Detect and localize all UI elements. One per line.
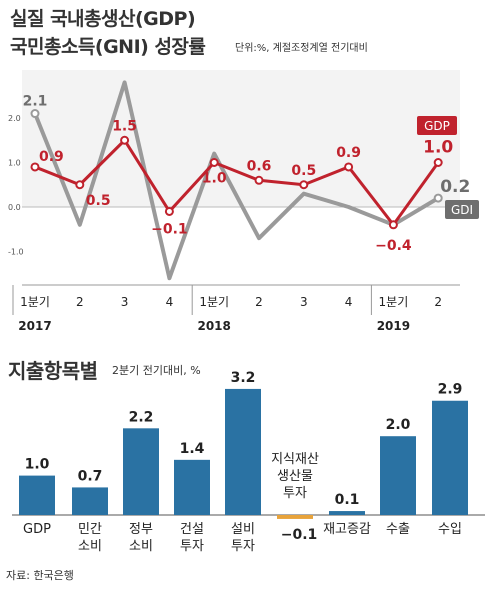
category-label: 민간 소비 [78, 522, 102, 554]
gdi-legend: GDI [445, 200, 479, 219]
bar [123, 428, 159, 515]
bar-value-label: 1.0 [25, 457, 50, 473]
year-label: 2019 [377, 319, 410, 333]
category-label: 재고증감 [323, 522, 371, 537]
source-note: 자료: 한국은행 [6, 569, 74, 582]
x-tick-label: 1분기 [199, 295, 229, 309]
chart-title-line2: 국민총소득(GNI) 성장률 [10, 36, 206, 58]
category-label: 지식재산 생산물 투자 [271, 452, 319, 501]
x-tick-label: 1분기 [20, 295, 50, 309]
bar [19, 475, 55, 515]
gdp-point [388, 220, 398, 230]
gdp-point [344, 162, 354, 172]
unit-note: 단위:%, 계절조정계열 전기대비 [235, 43, 368, 54]
gdi-point [30, 109, 40, 119]
gdp-data-label: 0.9 [39, 149, 64, 165]
gdi-legend-label: GDI [451, 203, 473, 217]
category-label: 수출 [386, 522, 410, 537]
gdp-data-label: 0.5 [86, 193, 111, 209]
bar-value-label: 2.9 [438, 382, 463, 398]
gdp-point [164, 206, 174, 216]
category-label: 수입 [438, 522, 462, 537]
bar [72, 487, 108, 515]
x-tick-label: 2 [76, 295, 84, 309]
gdp-legend-label: GDP [424, 119, 450, 133]
gdp-gni-line-chart: 2.0 1.0 0.0 -1.0 1분기 2 3 4 1분기 2 3 4 1분기 2 2017 2018 201… [8, 70, 479, 333]
bar [225, 388, 261, 515]
gdp-legend-box [417, 116, 457, 135]
gdp-point [30, 162, 40, 172]
y-tick-label: -1.0 [8, 248, 24, 257]
gdp-data-label: 1.0 [423, 138, 453, 158]
gdi-data-label: 0.2 [440, 177, 470, 197]
gdp-data-label: 1.5 [112, 118, 137, 134]
x-tick-label: 3 [300, 295, 308, 309]
gdp-data-label: 0.5 [291, 163, 316, 179]
y-tick-label: 2.0 [8, 114, 21, 123]
bar-value-label: 1.4 [180, 441, 205, 457]
bar-value-label: 3.2 [231, 370, 256, 386]
bar-value-label: 2.2 [129, 409, 154, 425]
gdp-point [254, 175, 264, 185]
category-label: 설비 투자 [231, 522, 255, 554]
gdi-point [433, 193, 443, 203]
plot-shading [22, 70, 460, 207]
category-label: GDP [23, 522, 51, 537]
gdp-data-label: 0.6 [247, 158, 272, 174]
gdi-series-line [33, 80, 440, 281]
bar [380, 436, 416, 515]
bar [174, 459, 210, 515]
x-tick-label: 4 [345, 295, 353, 309]
gdp-point [433, 158, 443, 167]
gdp-point [75, 180, 85, 190]
y-tick-label: 0.0 [8, 203, 21, 212]
year-label: 2018 [197, 319, 230, 333]
bar [277, 515, 313, 519]
gdp-data-label: 1.0 [202, 171, 227, 187]
gdp-data-label: −0.4 [375, 238, 412, 254]
bar-chart-title: 지출항목별 [8, 359, 98, 383]
category-label: 건설 투자 [180, 522, 204, 554]
bar [432, 400, 468, 515]
bar-chart-note: 2분기 전기대비, % [112, 364, 201, 377]
gdp-point [299, 180, 309, 190]
chart-title: 실질 국내총생산(GDP) [10, 8, 196, 30]
x-tick-label: 3 [121, 295, 129, 309]
x-tick-label: 2 [434, 295, 442, 309]
category-label: 정부 소비 [129, 522, 153, 554]
gdi-legend-box [445, 200, 479, 219]
gdp-legend: GDP [417, 116, 457, 135]
year-label: 2017 [18, 319, 51, 333]
y-tick-label: 1.0 [8, 159, 21, 168]
bar-value-label: 2.0 [386, 417, 411, 433]
bar [329, 511, 365, 515]
x-tick-label: 4 [166, 295, 174, 309]
bar-value-label: 0.7 [78, 468, 103, 484]
gdp-point [209, 158, 219, 167]
bar-value-label: −0.1 [281, 527, 318, 543]
gdi-data-label: 2.1 [23, 94, 48, 110]
gdp-point [120, 135, 130, 145]
gdp-series-line [34, 138, 440, 227]
gdp-data-label: −0.1 [151, 221, 188, 237]
x-tick-label: 2 [255, 295, 263, 309]
x-tick-label: 1분기 [379, 295, 409, 309]
bar-value-label: 0.1 [335, 492, 360, 508]
gdp-data-label: 0.9 [336, 145, 361, 161]
